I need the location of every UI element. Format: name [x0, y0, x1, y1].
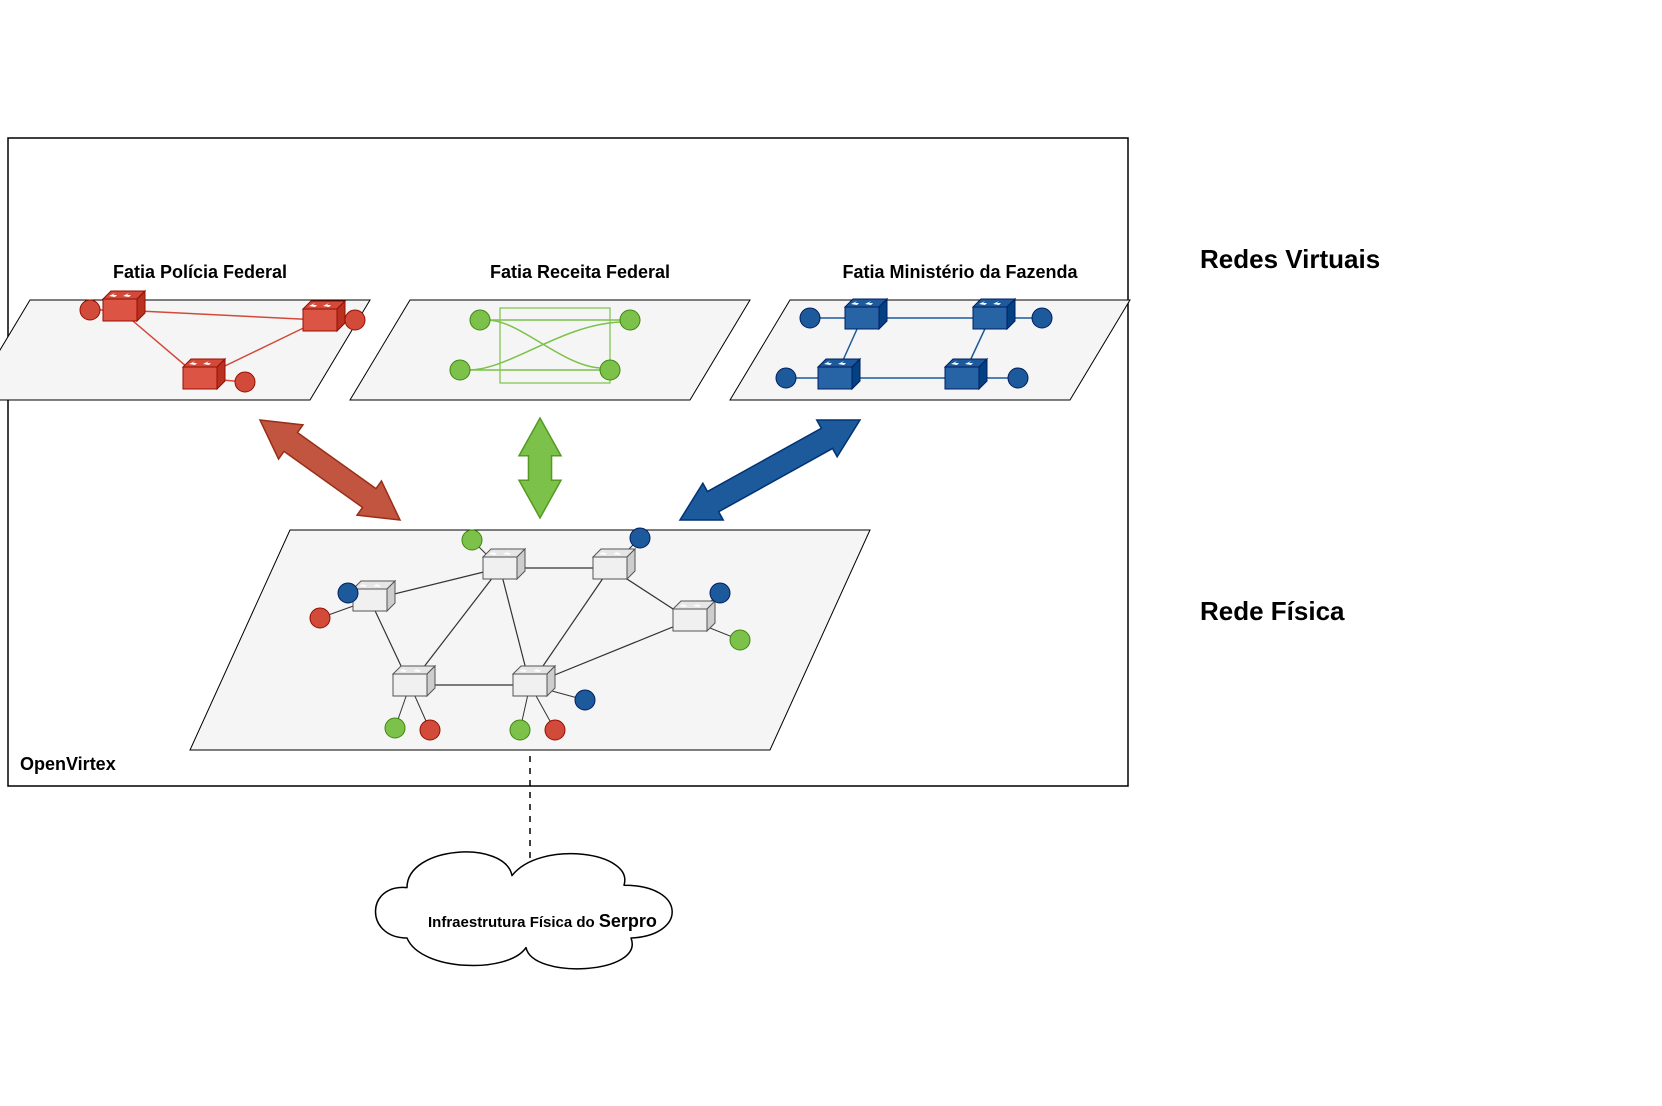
panel-pf: Fatia Polícia Federal	[0, 262, 370, 400]
panel-rf: Fatia Receita Federal	[350, 262, 750, 400]
label-redes-virtuais: Redes Virtuais	[1200, 244, 1380, 274]
panel-physical	[190, 528, 870, 750]
panel-mf: Fatia Ministério da Fazenda	[730, 262, 1130, 400]
panel-title-mf: Fatia Ministério da Fazenda	[842, 262, 1078, 282]
openvirtex-label: OpenVirtex	[20, 754, 116, 774]
label-rede-fisica: Rede Física	[1200, 596, 1345, 626]
panel-title-rf: Fatia Receita Federal	[490, 262, 670, 282]
panel-title-pf: Fatia Polícia Federal	[113, 262, 287, 282]
cloud-label: Infraestrutura Física do Serpro	[428, 911, 657, 931]
